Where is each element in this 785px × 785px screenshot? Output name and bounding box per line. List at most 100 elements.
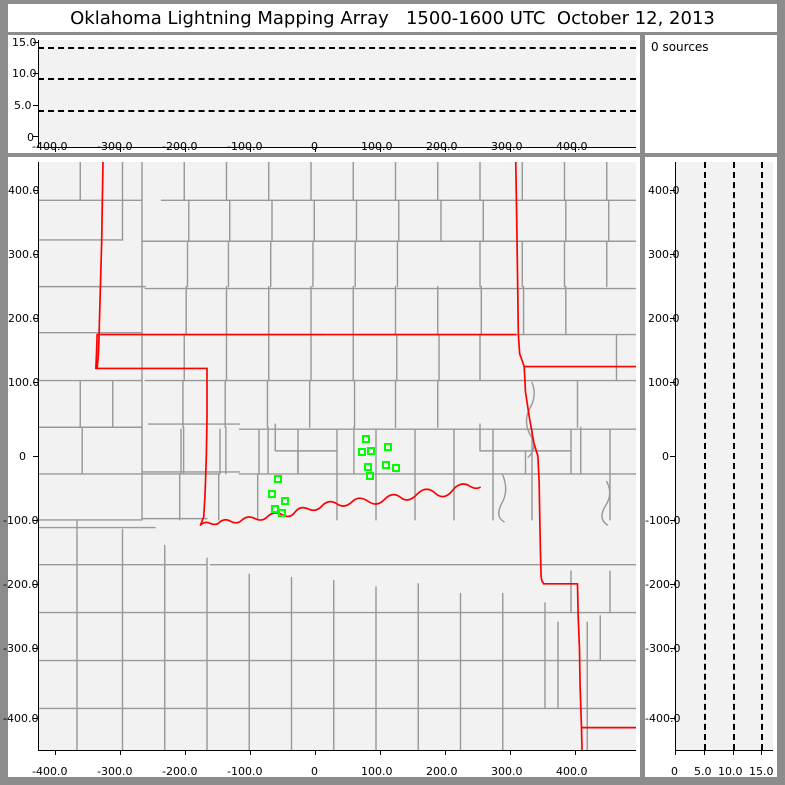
map-x-axis (38, 750, 636, 751)
map-ytickmark--100 (33, 520, 38, 521)
map-xtickmark--200 (185, 750, 186, 755)
top-xtick-0: 0 (311, 140, 318, 153)
side-xtickmark-0 (675, 750, 676, 755)
xtickmark--200 (185, 147, 186, 152)
side-ytickmark--200 (670, 584, 675, 585)
map-ytick-100: 100.0 (8, 376, 40, 389)
side-ytick--200: -200.0 (645, 578, 681, 591)
side-ytickmark-300 (670, 254, 675, 255)
ytickmark-5 (33, 104, 38, 106)
lma-source-marker (362, 435, 370, 443)
ytickmark-0 (33, 136, 38, 138)
map-ytick--200: -200.0 (3, 578, 39, 591)
lma-source-marker (278, 509, 286, 517)
top-xtick-300: 300.0 (491, 140, 523, 153)
map-ytickmark-200 (33, 318, 38, 319)
map-ytick--400: -400.0 (3, 712, 39, 725)
side-xtickmark-10 (732, 750, 734, 755)
gridline-y-5 (38, 109, 636, 112)
side-ytick--300: -300.0 (645, 642, 681, 655)
side-ytickmark-200 (670, 318, 675, 319)
side-x-axis (675, 750, 773, 751)
map-ytick-200: 200.0 (8, 312, 40, 325)
map-ytickmark--200 (33, 584, 38, 585)
page-title: Oklahoma Lightning Mapping Array 1500-16… (70, 7, 715, 29)
gridline-x-5 (703, 162, 706, 750)
map-xtick-0: 0 (311, 765, 318, 778)
lma-source-marker (384, 443, 392, 451)
time-height-plot-area[interactable] (38, 40, 636, 147)
map-xtick--400: -400.0 (32, 765, 68, 778)
map-xtick-300: 300.0 (491, 765, 523, 778)
ytick-10: 10.0 (12, 67, 37, 80)
map-y-axis (38, 162, 39, 750)
side-xtickmark-5 (703, 750, 705, 755)
source-count-label: 0 sources (651, 40, 709, 54)
lma-source-marker (366, 472, 374, 480)
lma-source-marker (364, 463, 372, 471)
side-ytickmark-100 (670, 382, 675, 383)
map-xtick--300: -300.0 (97, 765, 133, 778)
xtickmark--300 (120, 147, 121, 152)
side-ytick--400: -400.0 (645, 712, 681, 725)
map-xtickmark--100 (250, 750, 251, 755)
plan-view-map-panel[interactable] (8, 157, 640, 777)
map-xtick-400: 400.0 (556, 765, 588, 778)
height-cross-section-plot-area[interactable] (675, 162, 773, 750)
map-xtickmark-100 (380, 750, 381, 755)
side-ytickmark-400 (670, 190, 675, 191)
lma-source-marker (358, 448, 366, 456)
state-boundaries (95, 162, 636, 750)
side-ytickmark--100 (670, 520, 675, 521)
lma-source-marker (392, 464, 400, 472)
side-ytick-400: 400.0 (648, 184, 680, 197)
xtickmark--100 (250, 147, 251, 152)
xtickmark--400 (55, 147, 56, 152)
xtickmark-0 (315, 147, 316, 152)
side-xtick-0: 0 (671, 765, 678, 778)
gridline-x-15 (761, 162, 764, 750)
height-cross-section-panel[interactable] (645, 157, 777, 777)
lma-source-marker (268, 490, 276, 498)
top-xtick--100: -100.0 (227, 140, 263, 153)
county-boundaries (38, 162, 636, 750)
map-xtickmark--400 (55, 750, 56, 755)
map-ytick--100: -100.0 (3, 514, 39, 527)
gridline-x-10 (732, 162, 735, 750)
time-height-panel[interactable]: 15.0 10.0 5.0 0 (8, 35, 640, 153)
map-xtick-100: 100.0 (361, 765, 393, 778)
map-xtick-200: 200.0 (426, 765, 458, 778)
xtickmark-300 (510, 147, 511, 152)
gridline-y-10 (38, 78, 636, 81)
side-ytickmark--400 (670, 718, 675, 719)
side-ytickmark-0 (670, 456, 675, 457)
lma-source-marker (281, 497, 289, 505)
top-xtick-100: 100.0 (361, 140, 393, 153)
map-ytickmark-100 (33, 382, 38, 383)
side-xtick-5: 5.0 (694, 765, 712, 778)
gridline-y-15 (38, 46, 636, 49)
map-ytick-0: 0 (19, 450, 26, 463)
map-xtickmark--300 (120, 750, 121, 755)
top-xtick--400: -400.0 (32, 140, 68, 153)
map-ytick-400: 400.0 (8, 184, 40, 197)
side-ytickmark--300 (670, 648, 675, 649)
top-xtick--200: -200.0 (162, 140, 198, 153)
side-xtick-10: 10.0 (718, 765, 743, 778)
lma-source-marker (274, 475, 282, 483)
ytick-5: 5.0 (14, 99, 32, 112)
ytickmark-10 (33, 73, 38, 75)
lma-source-marker (382, 461, 390, 469)
map-xtickmark-400 (575, 750, 576, 755)
side-ytick--100: -100.0 (645, 514, 681, 527)
map-ytickmark-400 (33, 190, 38, 191)
map-xtickmark-300 (510, 750, 511, 755)
map-xtickmark-200 (445, 750, 446, 755)
plan-view-plot-area[interactable] (38, 162, 636, 750)
source-count-panel: 0 sources (645, 35, 777, 153)
time-height-y-axis (38, 40, 39, 147)
xtickmark-200 (445, 147, 446, 152)
map-ytickmark--300 (33, 648, 38, 649)
side-ytick-300: 300.0 (648, 248, 680, 261)
